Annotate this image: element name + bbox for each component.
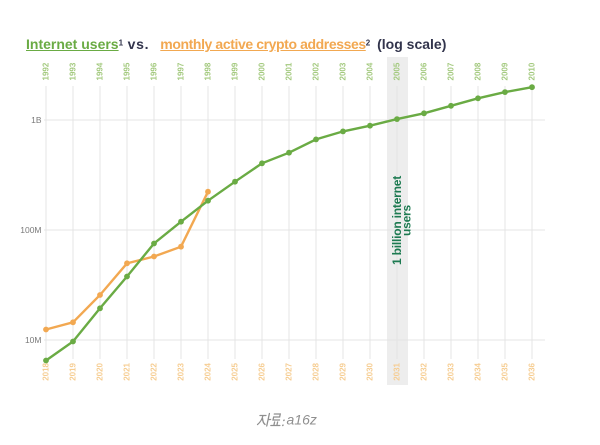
- svg-text:2000: 2000: [258, 62, 267, 80]
- svg-text:1993: 1993: [69, 62, 78, 80]
- svg-text:2004: 2004: [366, 62, 375, 80]
- svg-text:2030: 2030: [366, 362, 375, 380]
- svg-text:2036: 2036: [528, 362, 537, 380]
- svg-text:2024: 2024: [204, 362, 213, 380]
- svg-text:1 billion internet: 1 billion internet: [390, 176, 404, 265]
- svg-text:2021: 2021: [123, 362, 132, 380]
- svg-text:2034: 2034: [474, 362, 483, 380]
- svg-text:2028: 2028: [312, 362, 321, 380]
- svg-text:2010: 2010: [528, 62, 537, 80]
- svg-text:1999: 1999: [231, 62, 240, 80]
- svg-text:2032: 2032: [420, 362, 429, 380]
- svg-text:2029: 2029: [339, 362, 348, 380]
- svg-text:2027: 2027: [285, 362, 294, 380]
- svg-text:1997: 1997: [177, 62, 186, 80]
- svg-text:1998: 1998: [204, 62, 213, 80]
- svg-text:100M: 100M: [20, 225, 41, 235]
- svg-text:2005: 2005: [393, 62, 402, 80]
- svg-text:2007: 2007: [447, 62, 456, 80]
- svg-text:1995: 1995: [123, 62, 132, 80]
- svg-text:2003: 2003: [339, 62, 348, 80]
- svg-text:users: users: [400, 204, 414, 236]
- svg-text:2023: 2023: [177, 362, 186, 380]
- svg-text:2035: 2035: [501, 362, 510, 380]
- svg-text:2022: 2022: [150, 362, 159, 380]
- svg-text:1992: 1992: [42, 62, 51, 80]
- svg-text:2001: 2001: [285, 62, 294, 80]
- svg-text:2019: 2019: [69, 362, 78, 380]
- svg-text:10M: 10M: [25, 335, 42, 345]
- svg-text:1996: 1996: [150, 62, 159, 80]
- svg-text:2025: 2025: [231, 362, 240, 380]
- svg-text:1994: 1994: [96, 62, 105, 80]
- svg-text:a16z: a16z: [287, 412, 317, 428]
- svg-text:1B: 1B: [31, 115, 42, 125]
- svg-text:2020: 2020: [96, 362, 105, 380]
- svg-text:2008: 2008: [474, 62, 483, 80]
- svg-text:2033: 2033: [447, 362, 456, 380]
- svg-text:2006: 2006: [420, 62, 429, 80]
- svg-text:2009: 2009: [501, 62, 510, 80]
- svg-text:2002: 2002: [312, 62, 321, 80]
- svg-text:2026: 2026: [258, 362, 267, 380]
- svg-text:2031: 2031: [393, 362, 402, 380]
- svg-text:2018: 2018: [42, 362, 51, 380]
